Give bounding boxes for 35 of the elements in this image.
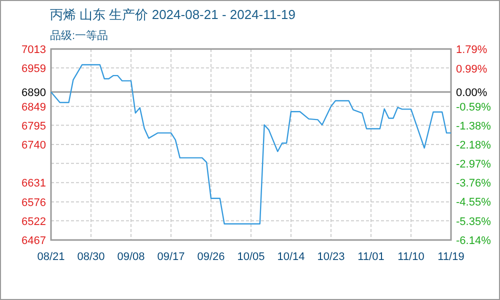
y2-tick-label: -2.18% [456, 140, 492, 152]
x-tick-label: 10/05 [237, 251, 265, 263]
y2-tick-label: -5.35% [456, 216, 492, 228]
y2-tick-label: 1.79% [456, 44, 488, 56]
y-tick-label: 6576 [22, 196, 46, 209]
y-tick-label: 6740 [22, 140, 46, 152]
y-tick-label: 7013 [22, 44, 46, 56]
y-tick-label: 6795 [22, 120, 46, 132]
line-series [50, 64, 452, 225]
y-tick-label: 6849 [22, 101, 46, 114]
x-tick-label: 08/30 [77, 251, 105, 263]
x-tick-label: 09/17 [157, 251, 185, 263]
y2-tick-label: -0.59% [456, 101, 492, 114]
x-tick-label: 08/21 [37, 251, 65, 263]
chart-title: 丙烯 山东 生产价 2024-08-21 - 2024-11-19 [50, 7, 296, 22]
y2-tick-label: 0.99% [456, 63, 488, 76]
y2-tick-label: -3.76% [456, 178, 492, 190]
y2-tick-label: 0.00% [456, 87, 488, 100]
x-tick-label: 11/19 [438, 251, 464, 263]
y2-tick-label: -1.38% [456, 120, 492, 132]
y-tick-label: 6631 [22, 178, 46, 190]
y2-tick-label: -2.97% [456, 158, 492, 171]
x-tick-label: 10/14 [277, 251, 305, 263]
x-tick-label: 10/23 [317, 251, 345, 263]
x-tick-label: 09/26 [197, 251, 225, 263]
y-tick-label: 6959 [22, 62, 46, 75]
y2-tick-label: -6.14% [456, 235, 492, 247]
chart-subtitle: 品级:一等品 [50, 30, 108, 42]
ref-line-label: 6890 [22, 87, 46, 100]
y2-tick-label: -4.55% [456, 196, 492, 209]
x-tick-label: 11/01 [358, 251, 384, 263]
y-tick-label: 6467 [22, 235, 46, 247]
y-tick-label: 6522 [22, 216, 46, 228]
x-tick-label: 09/08 [117, 251, 145, 263]
x-tick-label: 11/10 [398, 251, 424, 263]
